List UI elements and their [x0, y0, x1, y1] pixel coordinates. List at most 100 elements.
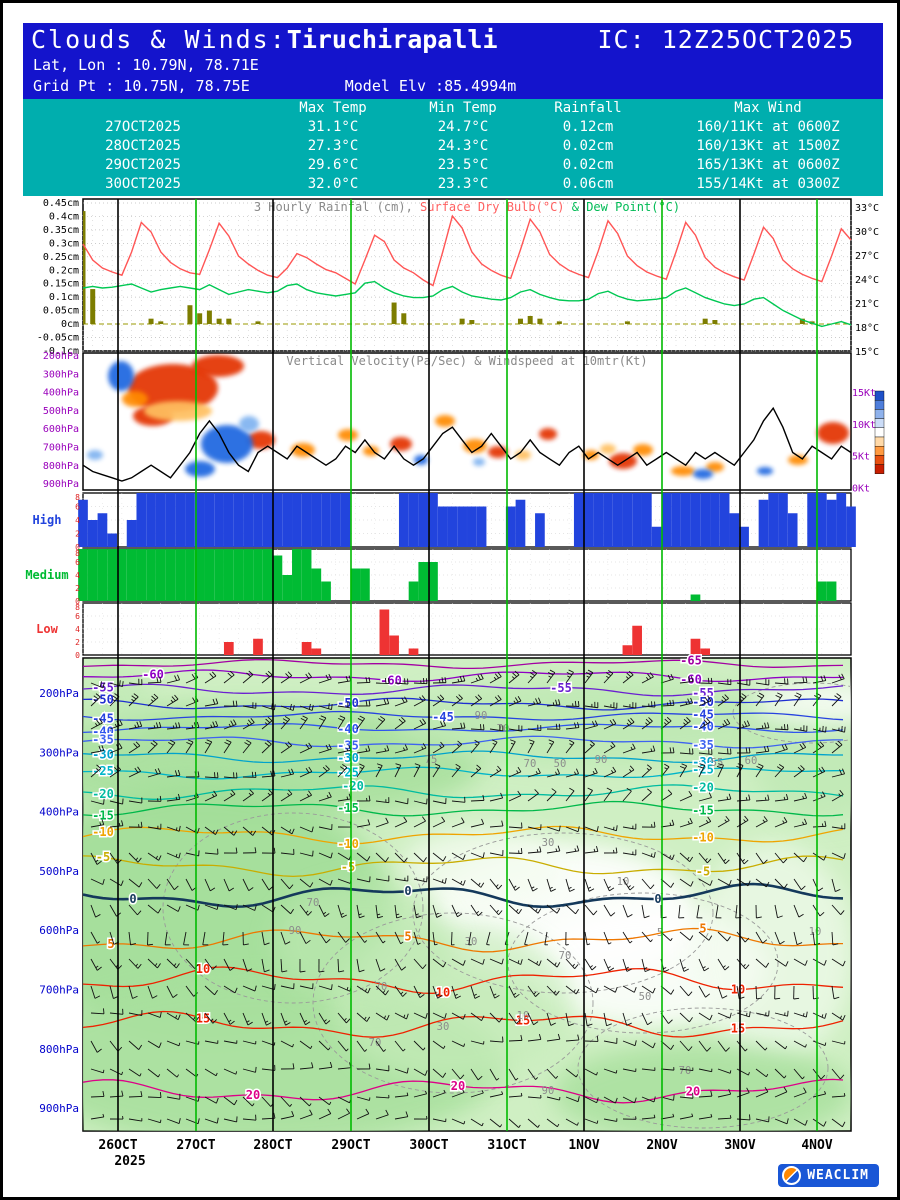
- p1-right-label: 21°C: [855, 299, 879, 310]
- cloud-scale-tick: 2: [75, 530, 80, 539]
- cloud-scale-tick: 8: [75, 603, 80, 612]
- temp-contour-label: 15: [516, 1013, 530, 1027]
- header: Clouds & Winds: Tiruchirapalli IC: 12Z25O…: [23, 23, 883, 99]
- p2-right-label: 0Kt: [852, 483, 870, 494]
- cloud-bar: [340, 493, 351, 547]
- rh-label: 55: [711, 757, 724, 769]
- temp-contours: [83, 658, 844, 1104]
- cloud-bar: [311, 648, 322, 655]
- p1-right-label: 18°C: [855, 323, 879, 334]
- cloud-scale-tick: 2: [75, 584, 80, 593]
- temp-contour-line: [83, 1078, 844, 1104]
- cloud-bar: [194, 549, 205, 601]
- cloud-bar: [816, 581, 827, 601]
- table-cell: 32.0°C: [307, 176, 359, 192]
- table-cell: 0.02cm: [562, 138, 614, 154]
- temp-contour-label: -35: [92, 733, 114, 747]
- x-axis-day-label: 31OCT: [487, 1138, 526, 1153]
- cloud-bar: [641, 493, 652, 547]
- temp-contour-label: -20: [692, 780, 714, 794]
- weaclim-icon: [782, 1166, 802, 1185]
- cloud-bar: [272, 555, 283, 601]
- cloud-bar: [155, 549, 166, 601]
- temp-contour-label: -45: [432, 710, 454, 724]
- temp-contour-label: 5: [404, 929, 411, 943]
- cloud-bar: [603, 493, 613, 547]
- temp-contour-label: -60: [680, 673, 702, 687]
- latlon-line: Lat, Lon : 10.79N, 78.71E: [23, 55, 883, 76]
- table-cell: 24.7°C: [437, 119, 489, 135]
- table-cell: 165/13Kt at 0600Z: [696, 157, 840, 173]
- temp-contour-label: 20: [246, 1088, 260, 1102]
- temp-contour-label: -45: [92, 712, 114, 726]
- x-axis-day-label: 28OCT: [253, 1138, 292, 1153]
- gridpt-text: Grid Pt : 10.75N, 78.75E: [33, 77, 250, 95]
- cloud-bar: [807, 493, 817, 547]
- x-axis-day-label: 4NOV: [801, 1138, 832, 1153]
- cloud-bar: [729, 513, 740, 547]
- cloud-bar: [690, 638, 701, 655]
- cloud-bar: [719, 493, 730, 547]
- rain-bar: [197, 313, 203, 325]
- table-cell: 30OCT2025: [105, 176, 181, 192]
- cloud-bar: [622, 645, 633, 655]
- rh-label: 10: [809, 926, 822, 938]
- temp-contour-label: 20: [451, 1079, 465, 1093]
- cloud-bar: [447, 506, 458, 547]
- temp-contour-label: -5: [696, 864, 710, 878]
- cloud-bar: [87, 549, 98, 601]
- wind-barbs: [90, 669, 846, 1128]
- table-row: 27OCT2025 31.1°C 24.7°C 0.12cm 160/11Kt at 0…: [23, 118, 883, 137]
- cloud-bar: [622, 493, 633, 547]
- dew-point-line: [82, 280, 852, 328]
- rain-bar: [83, 211, 86, 325]
- p1-left-label: 0.4cm: [49, 211, 79, 222]
- table-col-header: Min Temp: [429, 100, 497, 116]
- temp-contour-label: -5: [341, 860, 355, 874]
- cloud-bar: [204, 493, 215, 547]
- cloud-bar: [233, 493, 244, 547]
- cloud-bar: [107, 549, 118, 601]
- rh-label: 50: [554, 758, 567, 770]
- table-cell: 29OCT2025: [105, 157, 181, 173]
- temp-contour-label: 15: [731, 1022, 745, 1036]
- cloud-bar: [136, 549, 147, 601]
- temp-contour-label: -15: [337, 801, 359, 815]
- cloud-bar: [262, 549, 273, 601]
- rh-label: 75: [425, 754, 438, 766]
- cloud-bar: [272, 493, 283, 547]
- temp-contour-label: 0: [129, 892, 136, 906]
- rh-label: 70: [369, 1037, 382, 1049]
- p1-right-label: 27°C: [855, 251, 879, 262]
- rain-bar: [226, 318, 232, 325]
- cloud-bar: [408, 493, 419, 547]
- cloud-scale-tick: 0: [75, 543, 80, 552]
- p1-left-label: 0.35cm: [43, 225, 79, 236]
- cloud-scale-tick: 4: [75, 516, 80, 525]
- cloud-bar: [243, 493, 254, 547]
- cloud-bar: [185, 493, 195, 547]
- rain-bar: [537, 318, 543, 325]
- rain-bar: [90, 289, 96, 325]
- cloud-bar: [379, 609, 390, 655]
- cloud-bar: [612, 493, 623, 547]
- rain-bar: [799, 318, 805, 325]
- cloud-bar: [253, 493, 263, 547]
- rain-bar: [158, 321, 164, 325]
- p2-left-label: 500hPa: [43, 406, 79, 417]
- cloud-bar: [311, 493, 322, 547]
- p4-left-label: 300hPa: [39, 746, 79, 759]
- rh-label: 30: [465, 936, 478, 948]
- panel-surface: 0.45cm 0.4cm 0.35cm 0.3cm 0.25cm 0.2cm 0.15cm 0…: [37, 198, 879, 358]
- cloud-bar: [476, 506, 487, 547]
- temp-contour-label: -65: [680, 654, 702, 668]
- cloud-bar: [428, 493, 438, 547]
- cloud-bar: [214, 549, 224, 601]
- rain-bar: [517, 318, 523, 325]
- panel-winds: -65-60 -60 -60-55 -55 -55-50 -50 -50-45 -45 -45-…: [39, 652, 852, 1132]
- temp-contour-labels: -65-60 -60 -60-55 -55 -55-50 -50 -50-45 -45 -45-…: [91, 652, 747, 1103]
- table-cell: 160/11Kt at 0600Z: [696, 119, 840, 135]
- cloud-bar: [505, 506, 516, 547]
- temp-contour-label: -30: [92, 748, 114, 762]
